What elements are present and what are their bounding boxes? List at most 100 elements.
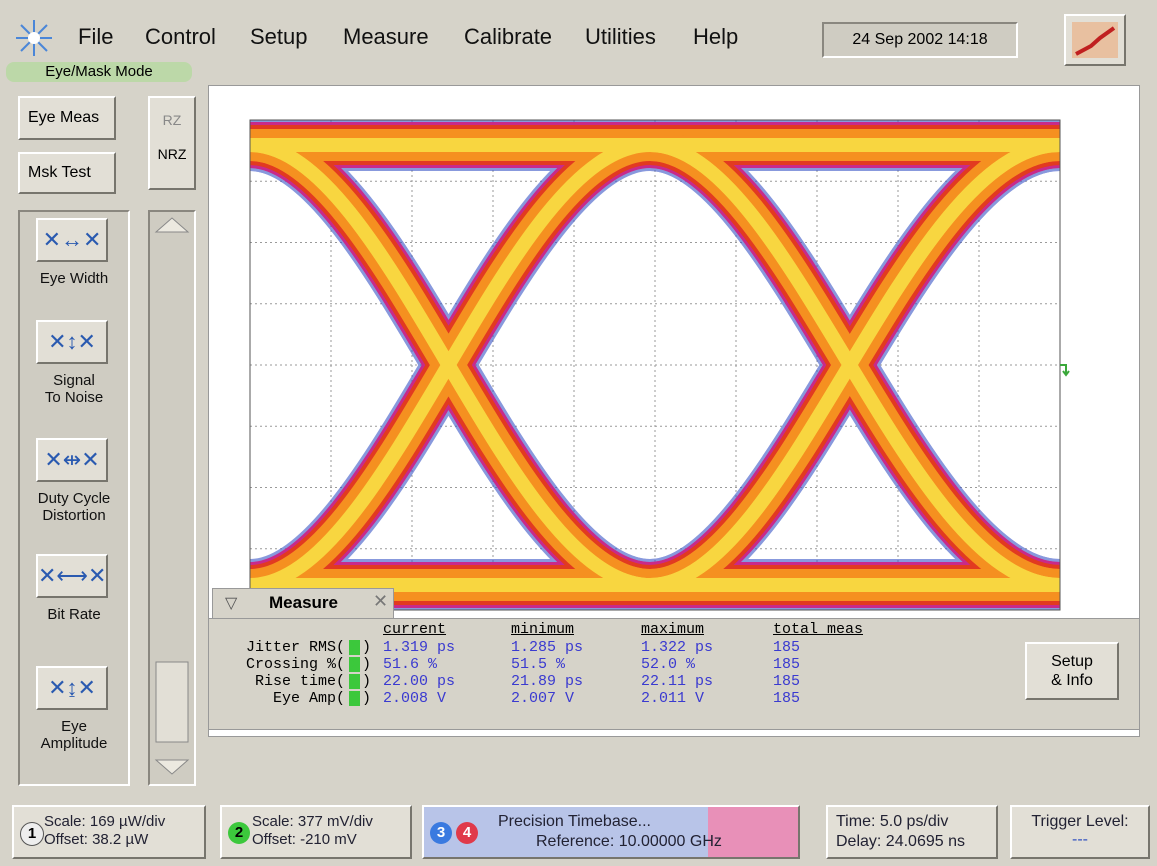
row-value: 1.285 ps [511, 639, 584, 656]
ch1-offset: Offset: 38.2 µW [44, 831, 149, 848]
collapse-icon[interactable]: ▽ [225, 595, 238, 612]
row-paren: ) [362, 690, 372, 707]
row-value: 52.0 % [641, 656, 696, 673]
tool-icon: ✕↕✕ [48, 329, 96, 354]
tool-icon: ✕↔✕ [42, 227, 102, 252]
tool-label: Distortion [42, 507, 106, 524]
app-icon [16, 20, 52, 56]
ch3-num: 3 [430, 822, 452, 844]
timebase-reference: Reference: 10.00000 GHz [536, 833, 722, 850]
row-value: 185 [773, 639, 801, 656]
menu-item[interactable]: Setup [250, 24, 308, 49]
trigger-box[interactable]: Trigger Level: --- [1010, 805, 1150, 859]
label: Eye Meas [28, 109, 100, 126]
row-value: 21.89 ps [511, 673, 584, 690]
ch1-num: 1 [20, 822, 44, 846]
row-paren: ) [362, 639, 372, 656]
menu-item[interactable]: Utilities [585, 24, 656, 49]
rz: RZ [162, 112, 182, 128]
row-value: 51.5 % [511, 656, 566, 673]
row-value: 22.11 ps [641, 673, 714, 690]
tool-label: Amplitude [40, 735, 108, 752]
trigger-title: Trigger Level: [1031, 813, 1129, 830]
tool-button[interactable]: ✕⟷✕ [36, 554, 108, 598]
rz-nrz-toggle[interactable]: RZ NRZ [148, 96, 196, 190]
row-channel: 2 [349, 674, 360, 689]
eye-diagram [249, 119, 1070, 611]
trigger-value: --- [1072, 831, 1088, 848]
tool-button[interactable]: ✕↨✕ [36, 666, 108, 710]
ch4-num: 4 [456, 822, 478, 844]
row-label: Rise time( [254, 673, 345, 690]
menu-item[interactable]: Control [145, 24, 216, 49]
tool-button[interactable]: ✕↔✕ [36, 218, 108, 262]
tool-icon: ✕↨✕ [48, 675, 96, 700]
datetime: 24 Sep 2002 14:18 [822, 22, 1018, 58]
ch2-num: 2 [228, 822, 250, 844]
measure-title: Measure [269, 593, 338, 612]
ch2-offset: Offset: -210 mV [252, 831, 357, 848]
row-channel: 2 [349, 691, 360, 706]
scroll-graphics [154, 217, 190, 775]
tool-button[interactable]: ✕↕✕ [36, 320, 108, 364]
column-header: total meas [773, 621, 864, 638]
row-value: 1.322 ps [641, 639, 714, 656]
row-label: Crossing %( [245, 656, 345, 673]
label: Setup [1051, 653, 1093, 670]
row-value: 22.00 ps [383, 673, 456, 690]
toolbar-icon[interactable] [1064, 14, 1126, 66]
measure-panel: current minimum maximum total meas Jitter RM… [208, 618, 1140, 730]
column-header: minimum [511, 621, 575, 638]
label: & Info [1051, 672, 1093, 689]
tool-icon: ✕⇹✕ [44, 447, 100, 472]
timebase-title: Precision Timebase... [498, 813, 651, 830]
row-value: 185 [773, 656, 801, 673]
time-delay: Delay: 24.0695 ns [836, 833, 965, 850]
row-value: 2.007 V [511, 690, 575, 707]
row-paren: ) [362, 656, 372, 673]
trigger-marker [1060, 364, 1070, 377]
ch1-box[interactable]: 1 Scale: 169 µW/div Offset: 38.2 µW [12, 805, 206, 859]
timebase-box[interactable]: 3 4 Precision Timebase... Reference: 10.… [422, 805, 800, 859]
row-label: Eye Amp( [272, 690, 345, 707]
eye-meas-button[interactable]: Eye Meas [18, 96, 116, 140]
tool-label: Eye Width [39, 270, 109, 287]
row-value: 51.6 % [383, 656, 438, 673]
menu-item[interactable]: Calibrate [464, 24, 553, 49]
row-label: Jitter RMS( [245, 639, 345, 656]
menu-item[interactable]: Help [693, 24, 739, 49]
tool-button[interactable]: ✕⇹✕ [36, 438, 108, 482]
nrz: NRZ [157, 146, 187, 162]
row-channel: 2 [349, 640, 360, 655]
column-header: maximum [641, 621, 705, 638]
row-paren: ) [362, 673, 372, 690]
row-value: 2.011 V [641, 690, 705, 707]
measure-tab: ▽ Measure ✕ [212, 588, 394, 620]
column-header: current [383, 621, 447, 638]
row-value: 2.008 V [383, 690, 447, 707]
scrollbar[interactable] [148, 210, 196, 786]
row-value: 1.319 ps [383, 639, 456, 656]
tool-icon: ✕⟷✕ [38, 563, 107, 588]
setup-info-button[interactable]: Setup & Info [1025, 642, 1119, 700]
row-channel: 2 [349, 657, 360, 672]
icon [1072, 22, 1118, 58]
ch2-box[interactable]: 2 Scale: 377 mV/div Offset: -210 mV [220, 805, 412, 859]
menu-item[interactable]: Measure [343, 24, 429, 49]
mode-tab: Eye/Mask Mode [6, 62, 192, 82]
tool-label: Signal [53, 372, 95, 389]
time-box[interactable]: Time: 5.0 ps/div Delay: 24.0695 ns [826, 805, 998, 859]
close-icon[interactable]: ✕ [373, 591, 389, 611]
tool-label: To Noise [44, 389, 104, 406]
time-scale: Time: 5.0 ps/div [836, 813, 949, 830]
row-value: 185 [773, 690, 801, 707]
mask-test-button[interactable]: Msk Test [18, 152, 116, 194]
menu-item[interactable]: File [78, 24, 114, 49]
ch2-scale: Scale: 377 mV/div [252, 813, 373, 830]
ch1-scale: Scale: 169 µW/div [44, 813, 166, 830]
row-value: 185 [773, 673, 801, 690]
label: Msk Test [28, 164, 91, 181]
tool-label: Duty Cycle [37, 490, 111, 507]
tool-label: Bit Rate [47, 606, 101, 623]
